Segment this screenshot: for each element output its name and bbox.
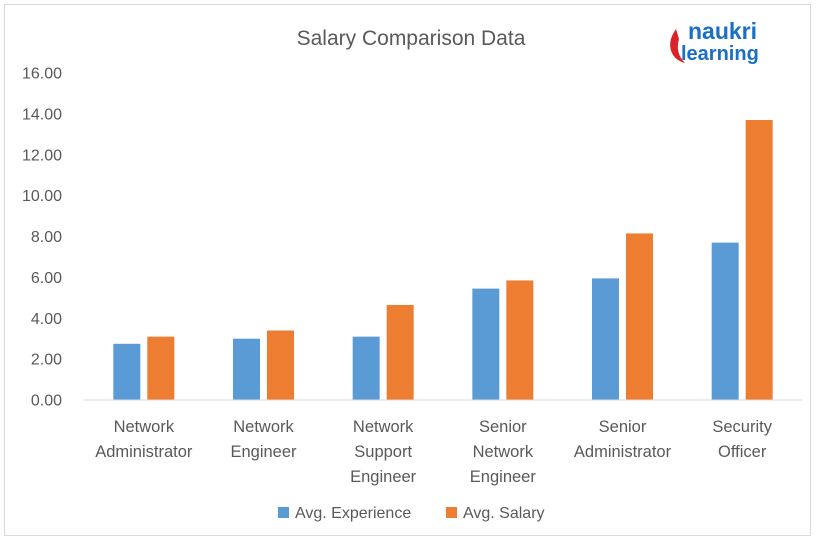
bar-salary [267, 330, 294, 400]
bar-salary [147, 336, 175, 400]
bar-experience [472, 288, 500, 400]
x-category-label-line: Engineer [230, 443, 297, 461]
y-tick-label: 2.00 [31, 352, 62, 369]
x-category-label-line: Network [233, 418, 294, 436]
legend-swatch [278, 507, 289, 518]
y-tick-label: 12.00 [22, 147, 62, 164]
x-category-label-line: Officer [718, 443, 767, 461]
x-category-label-line: Administrator [574, 443, 672, 461]
bar-salary [386, 304, 414, 400]
y-tick-label: 10.00 [22, 188, 62, 205]
x-category-label-line: Administrator [95, 443, 193, 461]
bar-experience [233, 338, 260, 400]
x-category-label-line: Security [712, 418, 772, 436]
legend-label: Avg. Salary [463, 505, 545, 522]
y-tick-label: 0.00 [31, 393, 62, 410]
bars [113, 120, 773, 400]
x-category-label: Security Officer [712, 418, 772, 461]
x-category-label: Network Support Engineer [350, 418, 417, 486]
x-category-label-line: Engineer [470, 468, 537, 486]
logo-line2: learning [681, 43, 759, 65]
x-axis: NetworkAdministratorNetworkEngineerNetwo… [95, 418, 772, 486]
x-category-label-line: Engineer [350, 468, 417, 486]
y-tick-label: 4.00 [31, 311, 62, 328]
bar-salary [626, 233, 653, 400]
x-category-label-line: Network [473, 443, 534, 461]
x-category-label-line: Network [114, 418, 175, 436]
bar-experience [113, 343, 141, 400]
bar-chart: Salary Comparison Data naukri learning 0… [22, 18, 802, 522]
legend-label: Avg. Experience [295, 505, 411, 522]
logo-line1: naukri [688, 18, 757, 44]
y-axis: 0.00 2.00 4.00 6.00 8.00 10.00 12.00 14.00 16.00 [22, 66, 62, 410]
bar-experience [592, 278, 619, 400]
x-category-label-line: Support [354, 443, 412, 461]
x-category-label-line: Senior [479, 418, 527, 436]
x-category-label: Senior Network Engineer [470, 418, 537, 486]
y-tick-label: 6.00 [31, 270, 62, 287]
x-category-label: Network Administrator [95, 418, 193, 461]
bar-experience [352, 336, 380, 400]
x-category-label-line: Senior [599, 418, 647, 436]
logo: naukri learning [670, 18, 759, 65]
x-category-label: Network Engineer [230, 418, 297, 461]
chart-frame: Salary Comparison Data naukri learning 0… [4, 4, 811, 536]
x-category-label-line: Network [353, 418, 414, 436]
bar-experience [711, 242, 739, 400]
logo-mark-icon [670, 29, 685, 63]
bar-salary [506, 280, 534, 400]
legend: Avg. Experience Avg. Salary [278, 505, 545, 522]
y-tick-label: 14.00 [22, 106, 62, 123]
legend-swatch [446, 507, 457, 518]
chart-title: Salary Comparison Data [297, 27, 526, 50]
y-tick-label: 16.00 [22, 66, 62, 83]
y-tick-label: 8.00 [31, 229, 62, 246]
x-category-label: Senior Administrator [574, 418, 672, 461]
bar-salary [745, 120, 773, 400]
